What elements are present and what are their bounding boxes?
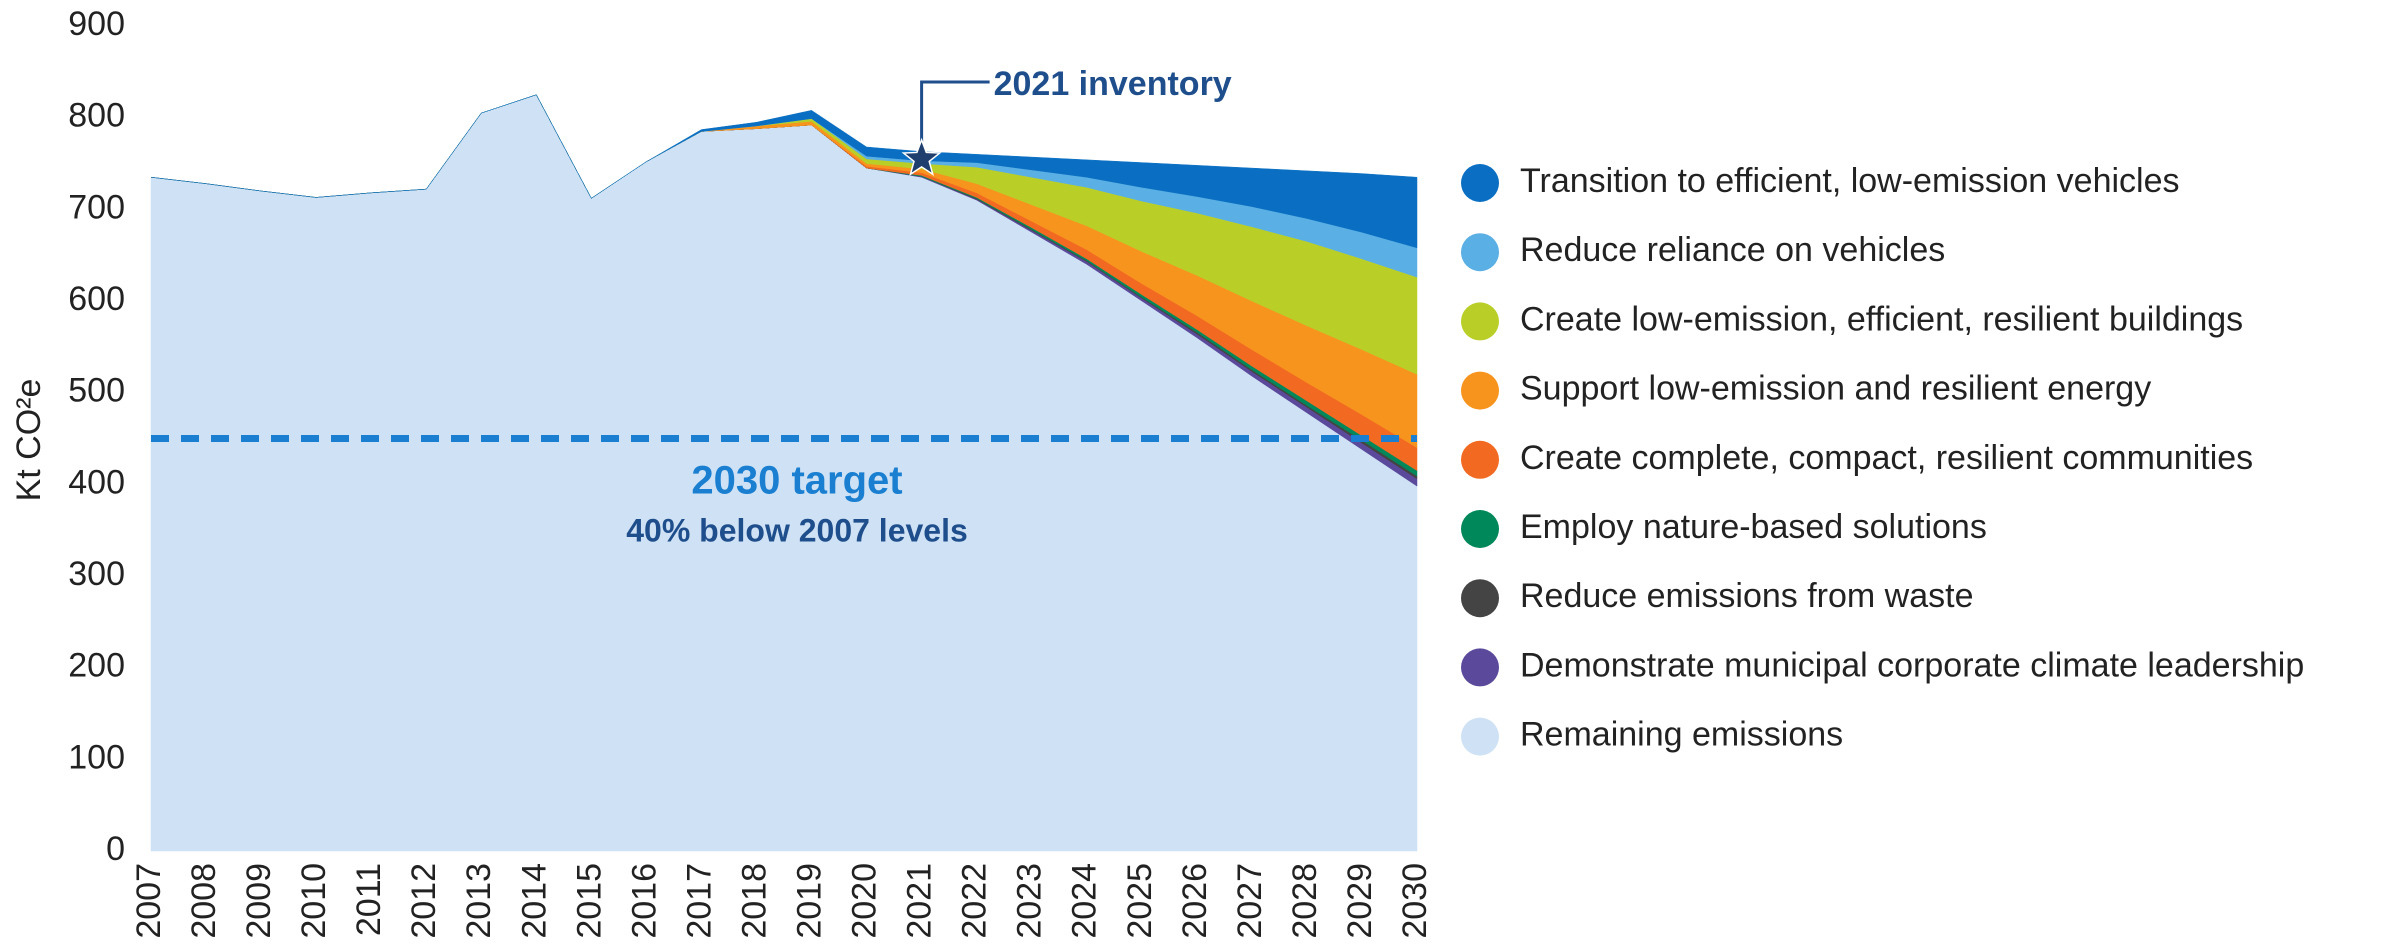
legend-swatch (1461, 371, 1499, 410)
y-tick-label: 300 (68, 555, 125, 593)
x-tick-label: 2018 (735, 863, 773, 939)
x-tick-label: 2030 (1396, 863, 1434, 939)
legend-label: Remaining emissions (1520, 716, 1843, 754)
y-tick-label: 700 (68, 188, 125, 226)
legend-swatch (1461, 717, 1499, 756)
x-tick-label: 2029 (1341, 863, 1379, 939)
annotation-label: 2021 inventory (994, 65, 1232, 103)
y-tick-label: 900 (68, 5, 125, 43)
legend-label: Create complete, compact, resilient comm… (1520, 439, 2253, 477)
callout-line (920, 80, 990, 159)
x-tick-label: 2026 (1176, 863, 1214, 939)
x-tick-label: 2016 (625, 863, 663, 939)
y-tick-label: 400 (68, 463, 125, 501)
legend-swatch (1461, 164, 1499, 202)
x-tick-label: 2019 (791, 863, 829, 939)
legend-swatch (1461, 579, 1499, 618)
x-tick-label: 2021 (901, 863, 939, 939)
legend-label: Create low-emission, efficient, resilien… (1520, 300, 2243, 338)
x-tick-label: 2008 (185, 863, 223, 939)
y-tick-label: 500 (68, 372, 125, 410)
legend-swatch (1461, 510, 1499, 548)
legend-swatch (1461, 233, 1499, 272)
legend-label: Support low-emission and resilient energ… (1520, 370, 2151, 408)
target-label: 2030 target (691, 459, 902, 503)
x-tick-label: 2028 (1286, 863, 1324, 939)
y-axis-label: Kt CO²e (10, 379, 48, 502)
x-tick-label: 2009 (240, 863, 278, 939)
x-tick-label: 2025 (1121, 863, 1159, 939)
x-tick-label: 2012 (405, 863, 443, 939)
legend-label: Employ nature-based solutions (1520, 508, 1987, 546)
legend-label: Reduce reliance on vehicles (1520, 231, 1945, 269)
area (150, 94, 1418, 249)
legend-label: Demonstrate municipal corporate climate … (1520, 646, 2304, 684)
x-tick-label: 2007 (130, 863, 168, 939)
legend-swatch (1461, 302, 1499, 341)
legend-label: Reduce emissions from waste (1520, 577, 1974, 615)
x-tick-label: 2011 (350, 863, 388, 936)
legend-swatch (1461, 648, 1499, 687)
x-tick-label: 2017 (680, 863, 718, 939)
x-tick-label: 2027 (1231, 863, 1269, 939)
x-tick-label: 2022 (956, 863, 994, 939)
x-tick-label: 2023 (1011, 863, 1049, 939)
y-tick-label: 600 (68, 280, 125, 318)
inventory-star (901, 137, 942, 177)
target-sublabel: 40% below 2007 levels (626, 512, 968, 548)
x-tick-label: 2013 (460, 863, 498, 939)
legend-label: Transition to efficient, low-emission ve… (1520, 162, 2180, 200)
x-tick-label: 2020 (846, 863, 884, 939)
y-tick-label: 100 (68, 738, 125, 776)
y-tick-label: 200 (68, 647, 125, 685)
y-tick-label: 800 (68, 97, 125, 135)
x-tick-label: 2015 (570, 863, 608, 939)
x-tick-label: 2024 (1066, 863, 1104, 939)
legend-swatch (1461, 440, 1499, 479)
y-tick-label: 0 (106, 830, 125, 868)
x-tick-label: 2014 (515, 863, 553, 939)
x-tick-label: 2010 (295, 863, 333, 939)
